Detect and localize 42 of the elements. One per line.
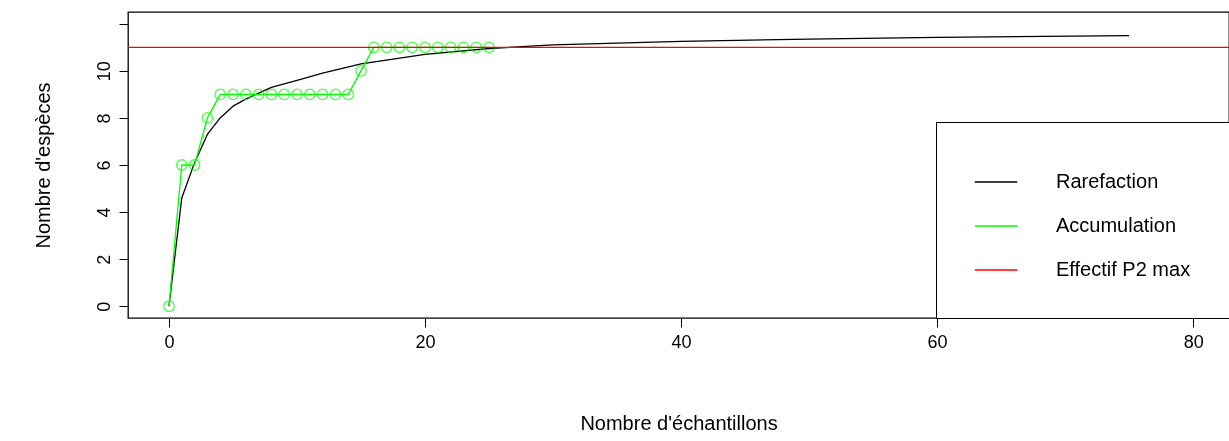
point [419, 41, 431, 54]
point [201, 112, 214, 124]
x-tick-label: 80 [1183, 331, 1204, 352]
x-tick-label: 0 [164, 331, 175, 352]
x-tick-label: 20 [415, 331, 436, 352]
point [444, 41, 457, 54]
y-tick-label: 6 [93, 160, 114, 171]
point [175, 159, 188, 171]
point [303, 88, 316, 101]
point [265, 88, 278, 101]
legend-label: Rarefaction [1056, 170, 1159, 192]
point [227, 88, 239, 101]
x-tick-label: 40 [671, 331, 692, 352]
y-tick-label: 2 [93, 254, 114, 265]
point [457, 41, 470, 54]
y-tick-label: 8 [93, 113, 114, 124]
point [163, 300, 175, 313]
y-tick-label: 0 [93, 301, 114, 312]
point [431, 41, 444, 54]
point [406, 41, 419, 54]
legend-label: Effectif P2 max [1056, 258, 1191, 280]
y-axis-title: Nombre d'espèces [31, 82, 54, 249]
point [355, 64, 367, 77]
legend-label: Accumulation [1056, 214, 1177, 236]
point [342, 88, 355, 101]
point [367, 41, 380, 54]
y-tick-label: 10 [93, 61, 114, 82]
point [252, 88, 265, 101]
point [380, 41, 393, 54]
point [214, 88, 227, 101]
point [316, 88, 329, 101]
x-axis-title: Nombre d'échantillons [580, 411, 778, 434]
x-tick-label: 60 [927, 331, 948, 352]
point [239, 88, 252, 101]
point [483, 41, 495, 54]
point [329, 88, 342, 101]
point [393, 41, 406, 54]
y-tick-label: 4 [93, 207, 114, 218]
point [470, 41, 483, 54]
point [188, 159, 201, 171]
point [278, 88, 291, 101]
point [291, 88, 303, 101]
